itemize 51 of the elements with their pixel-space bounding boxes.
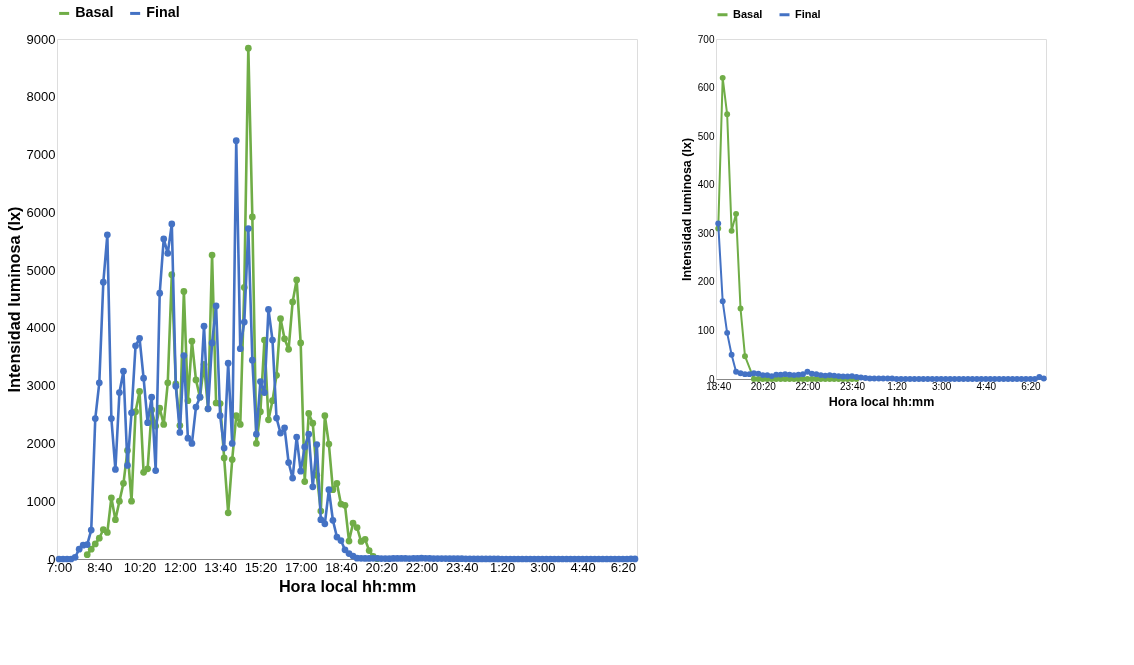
y-tick-label: 400 — [697, 179, 715, 191]
x-tick-label: 18:40 — [325, 559, 358, 575]
legend-label: Basal — [75, 4, 114, 21]
x-tick-label: 1:20 — [887, 380, 908, 392]
x-tick-label: 3:00 — [530, 559, 556, 575]
point — [724, 111, 731, 118]
legend-label: Final — [146, 4, 180, 21]
y-axis-title: Intensidad luminosa (lx) — [679, 137, 694, 282]
y-tick-label: 9000 — [26, 31, 56, 47]
legend-label: Basal — [733, 7, 763, 20]
x-tick-label: 20:20 — [750, 380, 777, 392]
x-tick-label: 6:20 — [610, 559, 637, 575]
x-tick-label: 10:20 — [123, 559, 157, 575]
point — [742, 353, 748, 360]
x-axis-title: Hora local hh:mm — [278, 576, 417, 595]
x-tick-label: 4:40 — [976, 380, 997, 392]
y-tick-label: 300 — [697, 227, 715, 239]
y-tick-label: 500 — [697, 130, 715, 142]
x-axis-title: Hora local hh:mm — [828, 394, 935, 409]
y-tick-label: 7000 — [26, 147, 56, 163]
x-tick-label: 4:40 — [570, 559, 596, 575]
y-tick-label: 3000 — [26, 378, 56, 394]
x-tick-label: 22:00 — [795, 380, 821, 392]
y-tick-label: 700 — [697, 33, 715, 45]
x-tick-label: 23:40 — [446, 559, 479, 575]
y-tick-label: 6000 — [26, 204, 56, 220]
x-tick-label: 17:00 — [284, 559, 318, 575]
y-tick-label: 8000 — [26, 89, 56, 105]
point — [737, 305, 744, 312]
y-tick-label: 100 — [697, 324, 715, 336]
y-axis-title: Intensidad luminosa (lx) — [4, 206, 23, 393]
point — [733, 210, 740, 217]
x-tick-label: 12:00 — [164, 559, 197, 575]
y-tick-label: 1000 — [26, 493, 56, 509]
y-tick-label: 200 — [697, 276, 715, 288]
x-tick-label: 1:20 — [489, 559, 516, 575]
x-tick-label: 3:00 — [931, 380, 952, 392]
x-tick-label: 6:20 — [1021, 380, 1042, 392]
legend-label: Final — [795, 7, 821, 20]
point — [719, 74, 726, 81]
y-tick-label: 5000 — [26, 262, 56, 278]
y-tick-label: 600 — [697, 82, 715, 94]
x-tick-label: 23:40 — [840, 380, 866, 392]
x-tick-label: 8:40 — [87, 559, 113, 575]
y-tick-label: 4000 — [26, 320, 56, 336]
y-tick-label: 2000 — [26, 435, 56, 451]
point — [728, 227, 735, 234]
x-tick-label: 20:20 — [365, 559, 399, 575]
x-tick-label: 13:40 — [204, 559, 237, 575]
x-tick-label: 22:00 — [405, 559, 439, 575]
x-tick-label: 15:20 — [244, 559, 278, 575]
